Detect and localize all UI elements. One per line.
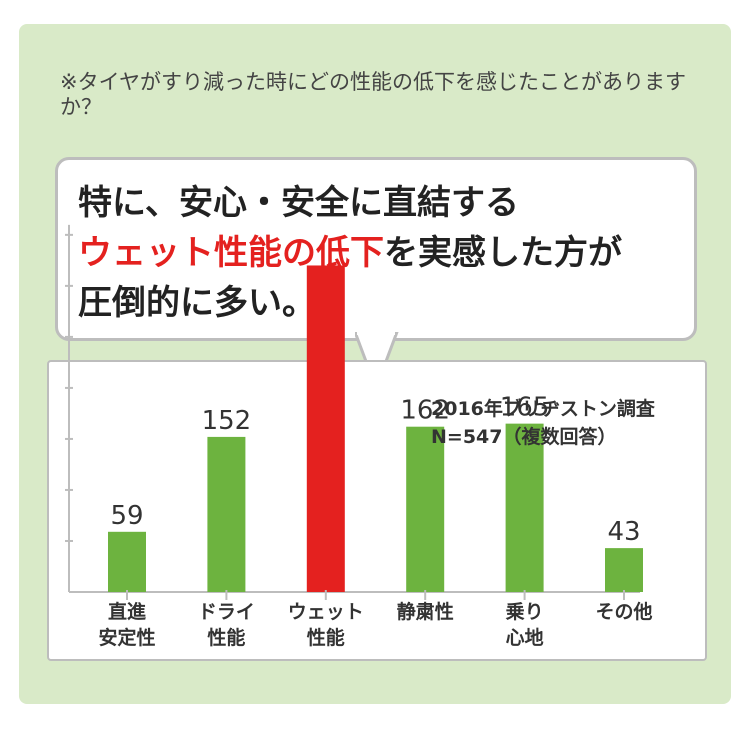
headline: 特に、安心・安全に直結する ウェット性能の低下を実感した方が 圧倒的に多い。 bbox=[78, 178, 622, 328]
bar-value-label: 43 bbox=[607, 517, 640, 547]
bar-0 bbox=[108, 531, 146, 592]
x-tick-label: ウェット bbox=[288, 601, 364, 623]
bar-1 bbox=[207, 436, 246, 592]
x-tick-label: 安定性 bbox=[98, 626, 155, 649]
headline-line-2: ウェット性能の低下を実感した方が bbox=[78, 228, 622, 278]
x-tick-label: 静粛性 bbox=[397, 600, 454, 623]
bar-value-label: 152 bbox=[202, 406, 252, 436]
x-tick-label: 乗り bbox=[506, 601, 544, 623]
x-tick-label: ドライ bbox=[198, 601, 255, 623]
bar-value-label: 59 bbox=[110, 501, 143, 531]
bar-5 bbox=[605, 548, 643, 592]
survey-note: 2016年ブリヂストン調査 N=547（複数回答） bbox=[431, 395, 655, 451]
bar-4 bbox=[505, 423, 544, 592]
x-tick-label: 性能 bbox=[207, 626, 245, 649]
bar-value-label: 162 bbox=[400, 396, 450, 426]
survey-note-line-1: 2016年ブリヂストン調査 bbox=[431, 398, 655, 420]
headline-line-1: 特に、安心・安全に直結する bbox=[78, 183, 519, 223]
survey-question: ※タイヤがすり減った時にどの性能の低下を感じたことがありますか？ bbox=[60, 70, 686, 119]
headline-line-2-rest: を実感した方が bbox=[384, 233, 622, 273]
headline-line-3: 圧倒的に多い。 bbox=[78, 283, 316, 323]
x-tick-label: 性能 bbox=[307, 626, 345, 649]
x-tick-label: 心地 bbox=[506, 626, 544, 649]
x-tick-label: 直進 bbox=[108, 600, 146, 623]
speech-bubble: 特に、安心・安全に直結する ウェット性能の低下を実感した方が 圧倒的に多い。 bbox=[55, 157, 697, 341]
x-tick-label: その他 bbox=[595, 600, 652, 623]
bar-3 bbox=[406, 426, 445, 592]
chart-panel bbox=[47, 360, 707, 661]
survey-note-line-2: N=547（複数回答） bbox=[431, 426, 617, 448]
bar-value-label: 165 bbox=[500, 393, 550, 423]
bar-2 bbox=[306, 265, 345, 592]
